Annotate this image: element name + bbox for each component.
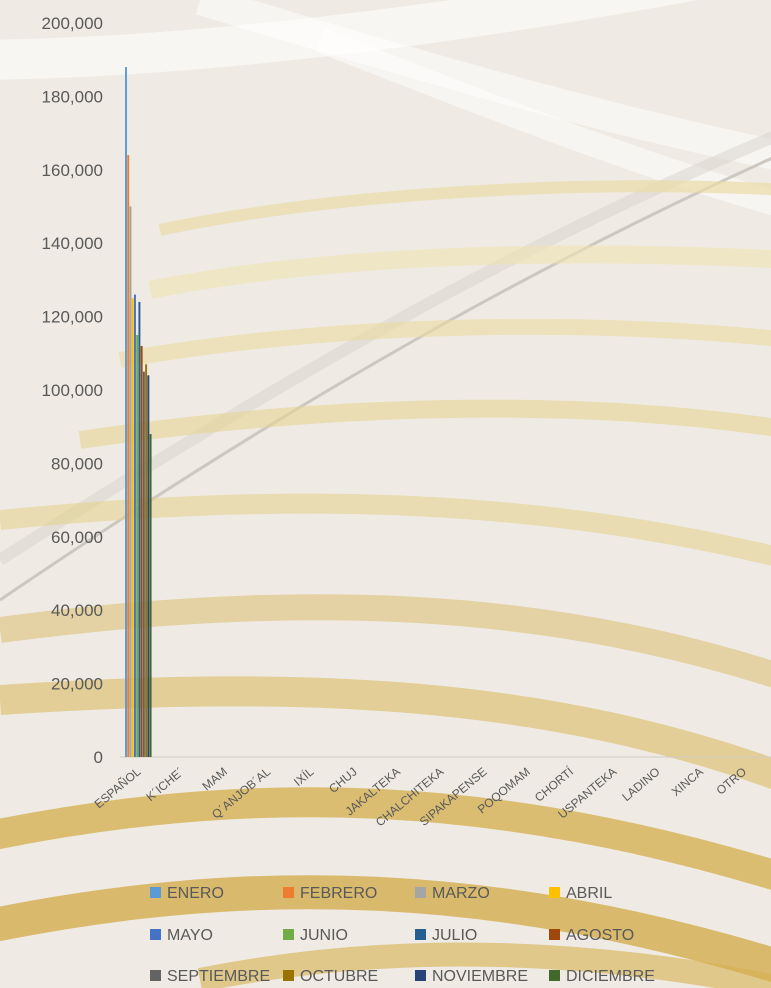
- legend-swatch: [549, 970, 560, 981]
- legend-label: NOVIEMBRE: [432, 968, 528, 985]
- y-axis: 0 20,000 40,000 60,000 80,000 100,000 120,000 1…: [42, 14, 103, 767]
- legend: ENERO FEBRERO MARZO ABRIL MAYO JUNIO JULIO AGOS…: [150, 885, 655, 985]
- category-label: K´ICHE´: [143, 765, 186, 804]
- legend-swatch: [283, 929, 294, 940]
- category-label: LADINO: [619, 765, 662, 804]
- bars: [125, 67, 152, 758]
- legend-label: JULIO: [432, 927, 477, 944]
- bar-octubre-0: [145, 364, 148, 757]
- y-tick-label: 20,000: [51, 675, 103, 694]
- category-label: IXÍL: [290, 764, 316, 789]
- legend-swatch: [415, 970, 426, 981]
- y-tick-label: 100,000: [42, 381, 103, 400]
- y-tick-label: 180,000: [42, 87, 103, 106]
- legend-label: SEPTIEMBRE: [167, 968, 270, 985]
- legend-label: OCTUBRE: [300, 968, 378, 985]
- y-tick-label: 140,000: [42, 234, 103, 253]
- bar-febrero-0: [127, 155, 130, 757]
- category-label: XINCA: [669, 765, 706, 799]
- bar-abril-0: [131, 298, 134, 757]
- category-label: CHUJ: [326, 765, 360, 796]
- legend-swatch: [415, 929, 426, 940]
- y-tick-label: 60,000: [51, 528, 103, 547]
- y-tick-label: 200,000: [42, 14, 103, 33]
- legend-label: DICIEMBRE: [566, 968, 655, 985]
- y-tick-label: 40,000: [51, 601, 103, 620]
- bar-agosto-0: [140, 345, 143, 757]
- legend-label: AGOSTO: [566, 927, 634, 944]
- y-tick-label: 0: [94, 748, 103, 767]
- category-label: MAM: [199, 765, 229, 794]
- bar-septiembre-0: [142, 371, 145, 757]
- category-label: ESPAÑOL: [92, 764, 144, 811]
- legend-label: FEBRERO: [300, 885, 377, 902]
- y-tick-label: 160,000: [42, 161, 103, 180]
- legend-label: JUNIO: [300, 927, 348, 944]
- legend-swatch: [150, 970, 161, 981]
- legend-label: MAYO: [167, 927, 213, 944]
- legend-swatch: [150, 929, 161, 940]
- y-tick-label: 120,000: [42, 308, 103, 327]
- legend-swatch: [549, 887, 560, 898]
- category-label: OTRO: [714, 765, 750, 798]
- bar-julio-0: [138, 301, 141, 757]
- bar-marzo-0: [129, 206, 132, 757]
- bar-mayo-0: [133, 294, 136, 757]
- bar-enero-0: [125, 67, 127, 758]
- legend-label: ABRIL: [566, 885, 612, 902]
- legend-swatch: [415, 887, 426, 898]
- legend-swatch: [549, 929, 560, 940]
- legend-label: ENERO: [167, 885, 224, 902]
- legend-label: MARZO: [432, 885, 490, 902]
- bar-diciembre-0: [149, 434, 152, 757]
- legend-swatch: [283, 970, 294, 981]
- legend-swatch: [150, 887, 161, 898]
- bar-junio-0: [136, 334, 139, 757]
- bar-noviembre-0: [147, 375, 150, 757]
- legend-swatch: [283, 887, 294, 898]
- y-tick-label: 80,000: [51, 454, 103, 473]
